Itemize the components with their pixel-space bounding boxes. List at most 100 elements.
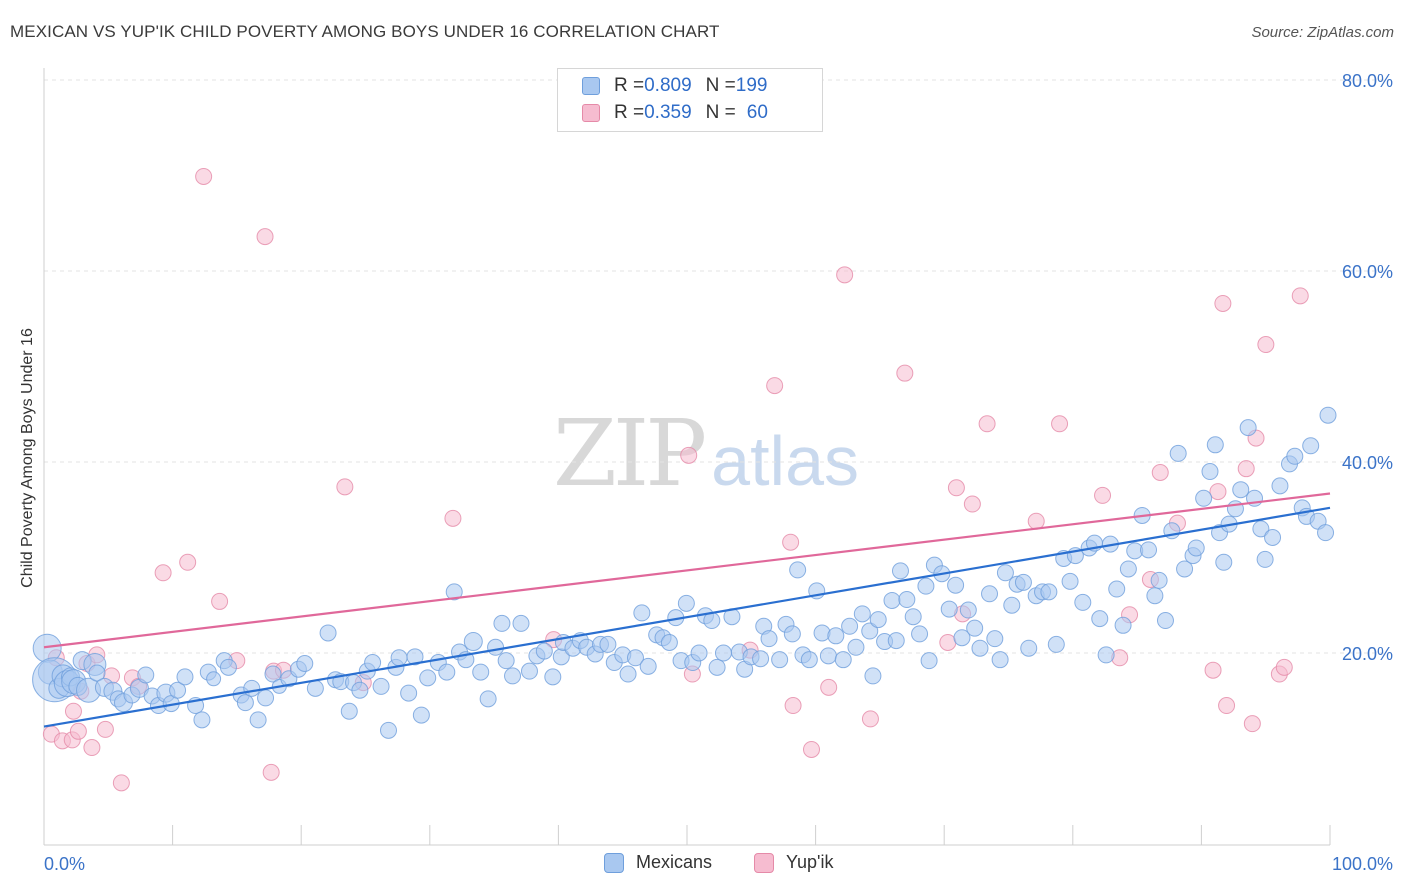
data-point-yupik — [939, 633, 957, 651]
data-point-mexicans — [1286, 447, 1304, 465]
legend-r-value: 0.359 — [644, 102, 692, 123]
data-point-mexicans — [412, 706, 430, 724]
data-point-yupik — [64, 702, 82, 720]
data-point-yupik — [96, 720, 114, 738]
data-point-mexicans — [520, 662, 538, 680]
data-point-yupik — [1257, 336, 1275, 354]
trendline-mexicans — [43, 506, 1331, 728]
data-point-mexicans — [1317, 524, 1335, 542]
data-point-yupik — [766, 377, 784, 395]
data-point-mexicans — [971, 639, 989, 657]
data-point-mexicans — [714, 644, 732, 662]
data-point-mexicans — [633, 604, 651, 622]
data-point-mexicans — [243, 679, 261, 697]
data-point-mexicans — [760, 630, 778, 648]
data-point-mexicans — [1097, 646, 1115, 664]
data-point-mexicans — [789, 561, 807, 579]
legend-n-label: N = — [705, 75, 736, 96]
chart-title: MEXICAN VS YUP'IK CHILD POVERTY AMONG BO… — [10, 22, 720, 41]
data-point-mexicans — [986, 630, 1004, 648]
data-point-mexicans — [1020, 639, 1038, 657]
data-point-mexicans — [351, 681, 369, 699]
data-point-yupik — [1214, 294, 1232, 312]
data-point-mexicans — [1319, 406, 1337, 424]
data-point-mexicans — [904, 608, 922, 626]
data-point-mexicans — [1232, 481, 1250, 499]
data-point-mexicans — [800, 651, 818, 669]
data-point-yupik — [211, 592, 229, 610]
data-point-mexicans — [619, 665, 637, 683]
data-point-mexicans — [463, 632, 483, 652]
legend-item-mexicans[interactable]: Mexicans — [604, 852, 712, 873]
data-point-mexicans — [813, 624, 831, 642]
data-point-yupik — [1094, 486, 1112, 504]
data-point-yupik — [112, 774, 130, 792]
data-point-mexicans — [1040, 583, 1058, 601]
data-point-yupik — [1027, 512, 1045, 530]
data-point-mexicans — [996, 564, 1014, 582]
data-point-mexicans — [660, 633, 678, 651]
data-point-mexicans — [364, 654, 382, 672]
data-point-yupik — [1218, 697, 1236, 715]
data-point-yupik — [1237, 460, 1255, 478]
data-point-yupik — [336, 478, 354, 496]
data-point-mexicans — [249, 711, 267, 729]
data-point-yupik — [963, 495, 981, 513]
data-point-yupik — [195, 167, 213, 185]
legend-r-label: R = — [614, 102, 645, 123]
data-point-mexicans — [1215, 553, 1233, 571]
x-tick-label: 100.0% — [1332, 854, 1393, 874]
legend-item-yupik[interactable]: Yup'ik — [754, 852, 833, 873]
data-point-mexicans — [1252, 520, 1270, 538]
data-point-mexicans — [853, 605, 871, 623]
data-point-yupik — [256, 228, 274, 246]
data-point-mexicans — [991, 651, 1009, 669]
legend-swatch-mexicans — [582, 77, 600, 95]
data-point-mexicans — [1169, 444, 1187, 462]
data-point-yupik — [1151, 464, 1169, 482]
data-point-yupik — [1291, 287, 1309, 305]
legend-r-value: 0.809 — [644, 75, 692, 96]
legend-row-mexicans: R = 0.809 N = 199 — [582, 74, 767, 98]
data-point-mexicans — [169, 681, 187, 699]
data-point-mexicans — [708, 658, 726, 676]
data-point-mexicans — [1156, 612, 1174, 630]
data-point-mexicans — [479, 690, 497, 708]
data-point-yupik — [69, 722, 87, 740]
data-point-mexicans — [1061, 572, 1079, 590]
data-point-mexicans — [472, 663, 490, 681]
data-point-yupik — [154, 564, 172, 582]
data-point-mexicans — [1091, 610, 1109, 628]
data-point-mexicans — [340, 702, 358, 720]
x-tick-label: 0.0% — [44, 854, 85, 874]
data-point-yupik — [861, 710, 879, 728]
data-point-mexicans — [911, 625, 929, 643]
data-point-yupik — [1204, 661, 1222, 679]
data-point-yupik — [1243, 715, 1261, 733]
data-point-mexicans — [783, 625, 801, 643]
data-point-mexicans — [535, 642, 553, 660]
data-point-mexicans — [920, 652, 938, 670]
data-point-mexicans — [419, 669, 437, 687]
data-point-yupik — [1209, 483, 1227, 501]
source-label: Source: ZipAtlas.com — [1251, 24, 1394, 41]
y-tick-label: 40.0% — [1342, 453, 1393, 473]
data-point-mexicans — [1074, 593, 1092, 611]
data-point-mexicans — [677, 594, 695, 612]
data-point-mexicans — [1108, 580, 1126, 598]
data-point-mexicans — [406, 648, 424, 666]
data-point-yupik — [820, 678, 838, 696]
data-point-mexicans — [296, 655, 314, 673]
data-point-mexicans — [898, 591, 916, 609]
y-tick-label: 80.0% — [1342, 71, 1393, 91]
data-point-mexicans — [219, 658, 237, 676]
data-point-mexicans — [599, 635, 617, 653]
data-point-mexicans — [861, 622, 879, 640]
data-point-yupik — [680, 446, 698, 464]
data-point-mexicans — [1140, 541, 1158, 559]
data-point-mexicans — [947, 576, 965, 594]
legend-swatch-yupik — [582, 104, 600, 122]
trendline-yupik — [43, 492, 1331, 649]
data-point-mexicans — [690, 644, 708, 662]
